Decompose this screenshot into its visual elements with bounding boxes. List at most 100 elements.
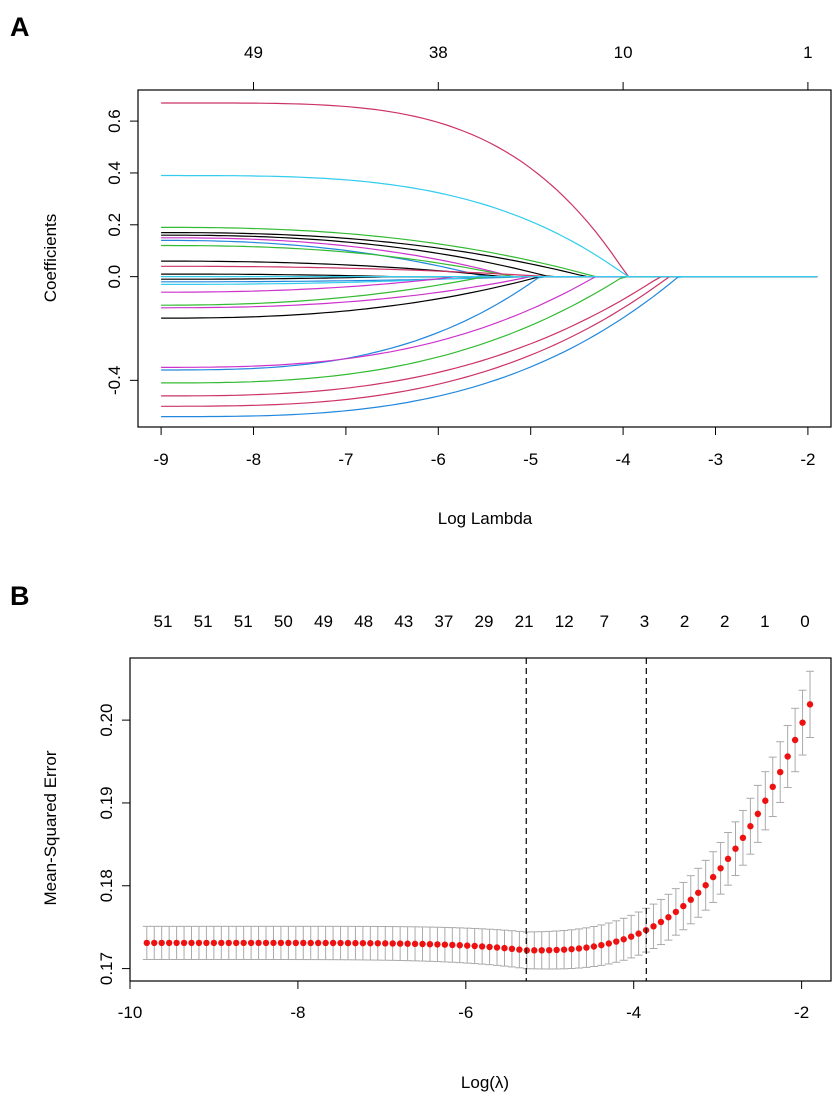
mse-point	[769, 783, 776, 791]
x-tick-label-b: -6	[458, 1003, 473, 1022]
cross-validation-panel: -10 -8 -6 -4 -2 0.17 0.18 0.19 0.20 51 51 51 50 49 48 4…	[41, 612, 832, 1092]
mse-point	[449, 941, 456, 949]
top-tick-label-a: 38	[429, 43, 448, 62]
mse-point	[314, 939, 322, 947]
mse-point	[151, 939, 158, 947]
y-axis-label-b: Mean-Squared Error	[41, 750, 60, 905]
y-axis-label-a: Coefficients	[41, 214, 60, 303]
mse-point	[143, 939, 150, 947]
x-tick-label-a: -4	[616, 450, 631, 469]
mse-point	[158, 939, 165, 947]
mse-point	[754, 810, 762, 818]
mse-point	[329, 939, 337, 947]
mse-point	[702, 882, 709, 889]
mse-point	[709, 873, 717, 881]
y-tick-label-b: 0.17	[97, 952, 116, 985]
x-axis-label-b: Log(λ)	[461, 1073, 509, 1092]
error-bars	[142, 670, 815, 970]
mse-point	[724, 855, 732, 863]
top-count-label-b: 50	[274, 612, 293, 631]
top-count-label-b: 21	[515, 612, 534, 631]
top-count-label-b: 51	[194, 612, 213, 631]
mse-point	[799, 719, 806, 726]
y-tick-label-a: 0.2	[105, 213, 124, 237]
x-tick-label-a: -7	[338, 450, 353, 469]
mse-point	[240, 939, 247, 947]
coefficient-path-22	[161, 276, 818, 397]
mse-point	[627, 933, 635, 940]
mse-point	[210, 939, 218, 947]
y-tick-label-b: 0.18	[97, 869, 116, 902]
coefficient-path-3	[161, 226, 818, 278]
top-count-label-b: 43	[394, 612, 413, 631]
mse-point	[344, 939, 352, 947]
mse-point	[553, 946, 560, 954]
mse-point	[478, 943, 486, 950]
mse-point	[382, 940, 389, 947]
coefficient-path-20	[161, 276, 818, 368]
mse-point	[367, 940, 374, 947]
mse-point	[374, 940, 382, 947]
top-count-label-b: 7	[600, 612, 609, 631]
mse-point	[650, 923, 657, 930]
mse-point	[322, 939, 329, 947]
mse-point	[560, 946, 568, 953]
mse-point	[732, 845, 739, 852]
coefficient-path-1	[161, 102, 818, 278]
x-tick-label-a: -2	[800, 450, 815, 469]
mse-point	[717, 865, 724, 872]
mse-point	[262, 939, 270, 947]
mse-point	[493, 944, 501, 951]
mse-point	[247, 939, 255, 947]
top-tick-label-a: 10	[614, 43, 633, 62]
x-tick-label-a: -6	[431, 450, 446, 469]
mse-points	[143, 701, 814, 954]
coefficient-path-6	[161, 237, 818, 278]
x-axis-label-a: Log Lambda	[438, 509, 533, 528]
coefficient-path-18	[161, 276, 818, 319]
top-count-label-b: 37	[434, 612, 453, 631]
mse-point	[255, 939, 262, 947]
mse-point	[486, 943, 493, 951]
mse-point	[545, 946, 553, 954]
mse-point	[501, 944, 508, 952]
mse-point	[218, 939, 225, 947]
mse-point	[404, 940, 411, 947]
mse-point	[292, 939, 300, 947]
mse-point	[270, 939, 277, 947]
mse-point	[531, 947, 538, 954]
mse-point	[173, 939, 180, 947]
mse-point	[233, 939, 240, 947]
mse-point	[188, 939, 195, 947]
top-count-label-b: 0	[800, 612, 809, 631]
mse-point	[762, 797, 769, 804]
y-tick-label-a: 0.4	[105, 161, 124, 185]
coefficient-path-panel: -9 -8 -7 -6 -5 -4 -3 -2-0.40.00.20.40.649 38 10 1 …	[41, 43, 832, 528]
mse-point	[657, 918, 665, 926]
y-tick-label-b: 0.19	[97, 786, 116, 819]
mse-point	[277, 939, 285, 947]
mse-point	[575, 945, 583, 952]
x-tick-label-a: -3	[708, 450, 723, 469]
mse-point	[203, 939, 210, 947]
mse-point	[777, 768, 784, 776]
mse-point	[225, 939, 232, 947]
mse-point	[165, 939, 173, 947]
mse-point	[471, 942, 478, 950]
x-tick-label-b: -8	[290, 1003, 305, 1022]
mse-point	[180, 939, 188, 947]
y-tick-label-b: 0.20	[97, 704, 116, 737]
mse-point	[195, 939, 203, 947]
mse-point	[411, 940, 419, 948]
mse-point	[441, 941, 449, 948]
mse-point	[307, 939, 314, 947]
mse-point	[598, 941, 605, 949]
mse-point	[605, 940, 613, 947]
mse-point	[590, 943, 598, 950]
mse-point	[359, 939, 367, 947]
y-tick-label-a: -0.4	[105, 366, 124, 395]
panel-b-label: B	[10, 581, 30, 611]
mse-point	[516, 946, 523, 953]
mse-point	[620, 936, 627, 943]
